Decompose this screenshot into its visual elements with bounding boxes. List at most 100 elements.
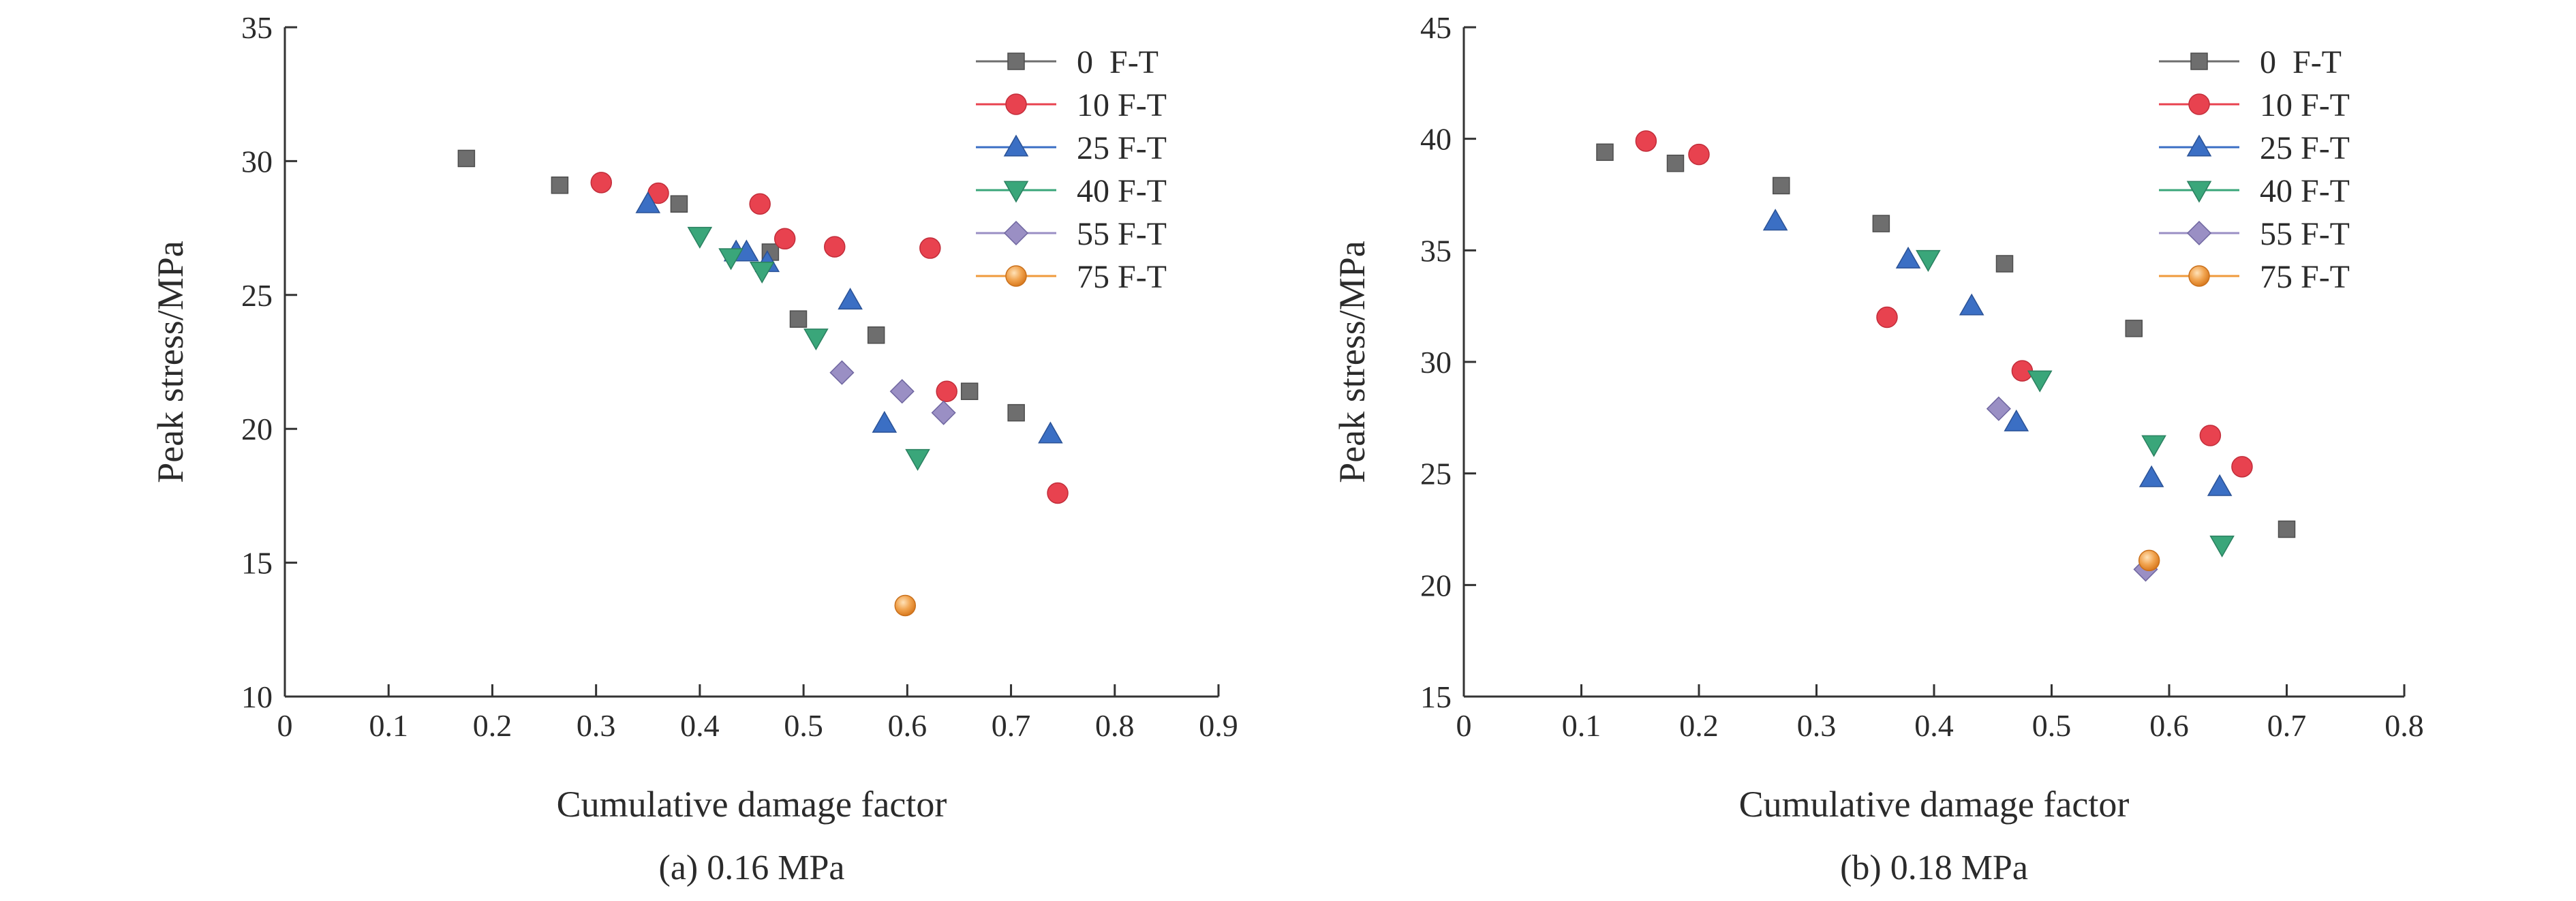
data-point xyxy=(457,149,476,168)
data-point xyxy=(773,228,796,250)
legend-label: 40 F-T xyxy=(1077,173,1167,209)
data-point xyxy=(2138,549,2160,572)
x-tick-label: 0.4 xyxy=(680,708,720,743)
data-point xyxy=(551,177,569,194)
data-point xyxy=(2209,535,2235,558)
y-tick-label: 20 xyxy=(241,412,273,446)
data-point xyxy=(1959,293,1984,316)
y-tick-label: 40 xyxy=(1420,122,1452,157)
x-tick-label: 0.4 xyxy=(1914,708,1954,743)
data-point xyxy=(1916,249,1941,272)
data-point xyxy=(1995,255,2014,273)
data-point xyxy=(931,400,956,425)
data-point xyxy=(960,382,979,400)
y-tick-label: 25 xyxy=(1420,457,1452,491)
y-tick-label: 30 xyxy=(241,144,273,179)
legend: 0 F-T 10 F-T 25 F-T 40 F-T 55 F-T 75 F-T xyxy=(2159,44,2350,295)
x-axis-label: Cumulative damage factor xyxy=(1739,784,2130,825)
data-point xyxy=(687,226,713,249)
data-point xyxy=(2231,456,2253,478)
x-tick-label: 0.5 xyxy=(2032,708,2072,743)
data-point xyxy=(2141,435,2166,457)
legend-label: 0 F-T xyxy=(1077,44,1159,80)
x-tick-label: 0.2 xyxy=(1679,708,1719,743)
series-0 xyxy=(457,149,1025,422)
series-0 xyxy=(1596,143,2296,538)
legend-marker xyxy=(2186,134,2212,157)
legend: 0 F-T 10 F-T 25 F-T 40 F-T 55 F-T 75 F-T xyxy=(976,44,1167,295)
legend-marker xyxy=(2186,181,2212,203)
x-tick-label: 0.6 xyxy=(888,708,927,743)
y-tick-label: 25 xyxy=(241,278,273,313)
data-point xyxy=(829,360,855,385)
data-point xyxy=(2027,370,2053,393)
data-point xyxy=(919,237,941,259)
legend-marker xyxy=(1003,134,1029,157)
data-point xyxy=(867,326,885,344)
x-tick-label: 0.1 xyxy=(1562,708,1601,743)
data-point xyxy=(789,310,808,328)
data-point xyxy=(1635,130,1657,152)
series-3 xyxy=(1916,249,2235,558)
series-5 xyxy=(2138,549,2160,572)
x-tick-label: 0.3 xyxy=(1797,708,1837,743)
data-point xyxy=(749,261,775,284)
legend-marker xyxy=(2186,220,2212,246)
data-point xyxy=(1895,246,1921,269)
x-tick-label: 0.3 xyxy=(577,708,616,743)
data-point xyxy=(838,288,863,310)
legend-marker xyxy=(1003,220,1029,246)
data-point xyxy=(2125,320,2143,337)
x-tick-label: 0.5 xyxy=(784,708,823,743)
data-point xyxy=(635,191,661,213)
data-point xyxy=(670,195,688,213)
data-point xyxy=(590,172,613,194)
legend-label: 25 F-T xyxy=(1077,130,1167,166)
data-point xyxy=(1596,143,1614,162)
chart-panel-b: 0 0.1 0.2 0.3 0.4 0.5 0.6 0.7 0.8 15 20 25 30 35 40 45 C… xyxy=(1332,10,2424,887)
data-point xyxy=(1872,215,1890,232)
x-tick-label: 0.2 xyxy=(473,708,512,743)
legend-marker xyxy=(1005,265,1027,287)
legend-label: 55 F-T xyxy=(1077,216,1167,252)
data-point xyxy=(1762,209,1788,231)
legend-label: 0 F-T xyxy=(2260,44,2342,80)
data-point xyxy=(1773,177,1790,195)
legend-label: 75 F-T xyxy=(2260,259,2350,295)
x-tick-label: 0 xyxy=(277,708,293,743)
x-tick-label: 0 xyxy=(1456,708,1472,743)
data-point xyxy=(2004,409,2029,431)
y-tick-label: 35 xyxy=(241,10,273,45)
y-tick-label: 10 xyxy=(241,679,273,714)
series-1 xyxy=(590,172,1069,504)
data-point xyxy=(905,448,930,471)
x-tick-label: 0.9 xyxy=(1199,708,1238,743)
data-point xyxy=(803,329,829,351)
panel-caption: (a) 0.16 MPa xyxy=(659,849,845,887)
y-tick-label: 35 xyxy=(1420,233,1452,268)
y-axis-label: Peak stress/MPa xyxy=(150,241,191,483)
legend-marker xyxy=(1003,181,1029,203)
x-tick-label: 0.6 xyxy=(2149,708,2189,743)
y-axis-label: Peak stress/MPa xyxy=(1332,241,1373,483)
legend-label: 55 F-T xyxy=(2260,216,2350,252)
series-1 xyxy=(1635,130,2253,478)
panel-caption: (b) 0.18 MPa xyxy=(1840,849,2028,887)
y-tick-label: 20 xyxy=(1420,568,1452,602)
x-tick-label: 0.8 xyxy=(2385,708,2424,743)
data-point xyxy=(1007,403,1025,422)
data-point xyxy=(1688,143,1710,166)
x-tick-label: 0.1 xyxy=(369,708,408,743)
data-point xyxy=(824,236,846,258)
data-point xyxy=(1038,421,1063,444)
series-5 xyxy=(894,594,917,617)
data-point xyxy=(2207,474,2233,496)
data-point xyxy=(1986,396,2011,421)
legend-marker xyxy=(1005,93,1027,115)
data-point xyxy=(936,380,957,402)
data-point xyxy=(1047,482,1069,504)
legend-label: 10 F-T xyxy=(1077,87,1167,123)
x-tick-label: 0.8 xyxy=(1095,708,1135,743)
data-point xyxy=(2138,465,2164,487)
